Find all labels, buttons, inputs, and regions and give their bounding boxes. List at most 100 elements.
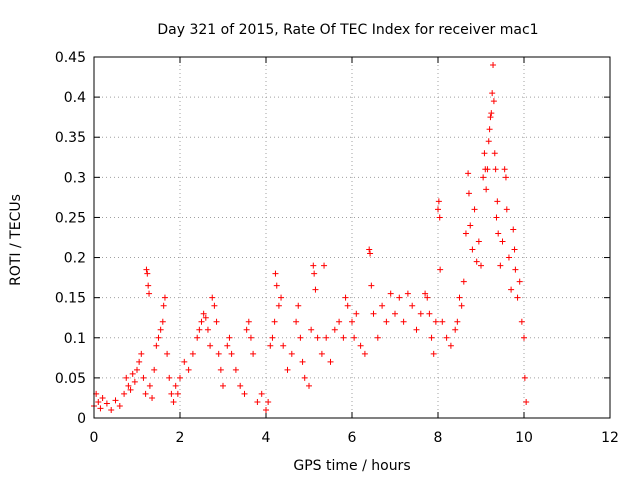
- data-point-4: [99, 394, 106, 401]
- data-point-144: [473, 258, 480, 265]
- data-point-84: [301, 374, 308, 381]
- data-point-61: [241, 390, 248, 397]
- data-point-81: [295, 302, 302, 309]
- data-point-7: [112, 397, 119, 404]
- data-point-79: [288, 350, 295, 357]
- data-point-18: [140, 374, 147, 381]
- data-point-44: [196, 326, 203, 333]
- data-point-175: [516, 278, 523, 285]
- data-point-67: [258, 390, 265, 397]
- data-point-33: [164, 350, 171, 357]
- x-tick-label: 10: [515, 430, 533, 446]
- data-point-69: [265, 398, 272, 405]
- data-point-88: [311, 270, 318, 277]
- data-point-177: [521, 334, 527, 341]
- data-point-104: [361, 350, 368, 357]
- data-point-113: [392, 310, 398, 317]
- data-point-157: [490, 62, 497, 69]
- data-point-52: [213, 318, 220, 325]
- chart-title: Day 321 of 2015, Rate Of TEC Index for r…: [157, 22, 538, 38]
- data-point-176: [518, 318, 525, 325]
- data-point-145: [475, 238, 482, 245]
- data-point-23: [146, 290, 153, 297]
- data-point-5: [103, 400, 110, 407]
- data-point-162: [494, 198, 501, 205]
- x-tick-label: 2: [176, 430, 185, 446]
- y-tick-label: 0.35: [55, 130, 86, 146]
- data-point-115: [400, 318, 407, 325]
- data-point-53: [215, 350, 222, 357]
- data-point-147: [480, 174, 487, 181]
- data-point-77: [280, 342, 287, 349]
- data-point-17: [138, 350, 145, 357]
- data-point-2: [95, 398, 102, 405]
- data-point-95: [331, 326, 338, 333]
- y-axis-label: ROTI / TECUs: [8, 194, 24, 286]
- data-point-163: [495, 230, 502, 237]
- data-point-116: [404, 290, 411, 297]
- data-point-28: [155, 334, 162, 341]
- data-point-74: [273, 282, 280, 289]
- data-point-156: [489, 90, 496, 97]
- data-point-122: [426, 310, 433, 317]
- data-point-99: [344, 302, 351, 309]
- data-point-136: [458, 302, 465, 309]
- data-point-86: [308, 326, 315, 333]
- data-point-140: [465, 190, 472, 197]
- data-point-55: [220, 382, 226, 389]
- data-point-35: [168, 390, 175, 397]
- y-tick-label: 0.2: [64, 251, 86, 267]
- data-point-16: [136, 358, 143, 365]
- x-tick-label: 8: [434, 430, 443, 446]
- data-point-117: [409, 302, 416, 309]
- data-point-93: [323, 334, 330, 341]
- data-point-96: [336, 318, 343, 325]
- data-point-124: [430, 350, 437, 357]
- data-point-165: [499, 238, 506, 245]
- data-point-130: [439, 318, 446, 325]
- data-point-123: [428, 334, 435, 341]
- data-point-27: [153, 342, 160, 349]
- data-point-173: [512, 266, 519, 273]
- data-point-46: [200, 310, 207, 317]
- data-point-128: [436, 214, 443, 221]
- data-point-91: [318, 350, 325, 357]
- data-point-159: [491, 150, 498, 157]
- data-point-70: [267, 342, 274, 349]
- data-point-59: [232, 366, 239, 373]
- data-point-62: [243, 326, 250, 333]
- y-tick-label: 0.25: [55, 210, 86, 226]
- data-point-153: [486, 126, 493, 133]
- data-point-12: [127, 386, 134, 393]
- data-point-57: [226, 334, 233, 341]
- data-point-80: [293, 318, 300, 325]
- data-point-119: [417, 310, 424, 317]
- data-point-146: [478, 262, 484, 269]
- data-point-151: [484, 166, 491, 173]
- data-point-64: [247, 334, 254, 341]
- y-tick-label: 0.4: [64, 90, 86, 106]
- data-point-118: [413, 326, 420, 333]
- data-point-36: [170, 398, 177, 405]
- data-point-73: [272, 270, 279, 277]
- data-point-58: [228, 350, 235, 357]
- data-point-47: [202, 314, 209, 321]
- data-point-51: [211, 302, 218, 309]
- y-tick-label: 0.15: [55, 291, 86, 307]
- data-point-82: [297, 334, 304, 341]
- data-point-135: [456, 294, 463, 301]
- data-point-111: [383, 318, 390, 325]
- data-point-87: [310, 262, 317, 269]
- data-point-166: [501, 166, 508, 173]
- data-point-164: [497, 262, 504, 269]
- data-point-152: [485, 138, 492, 145]
- data-point-133: [452, 326, 459, 333]
- y-tick-label: 0.05: [55, 371, 86, 387]
- data-point-37: [172, 382, 179, 389]
- data-point-32: [161, 294, 168, 301]
- data-point-125: [432, 318, 439, 325]
- data-point-172: [511, 246, 518, 253]
- x-tick-label: 12: [601, 430, 619, 446]
- data-point-56: [224, 342, 231, 349]
- data-point-134: [454, 318, 461, 325]
